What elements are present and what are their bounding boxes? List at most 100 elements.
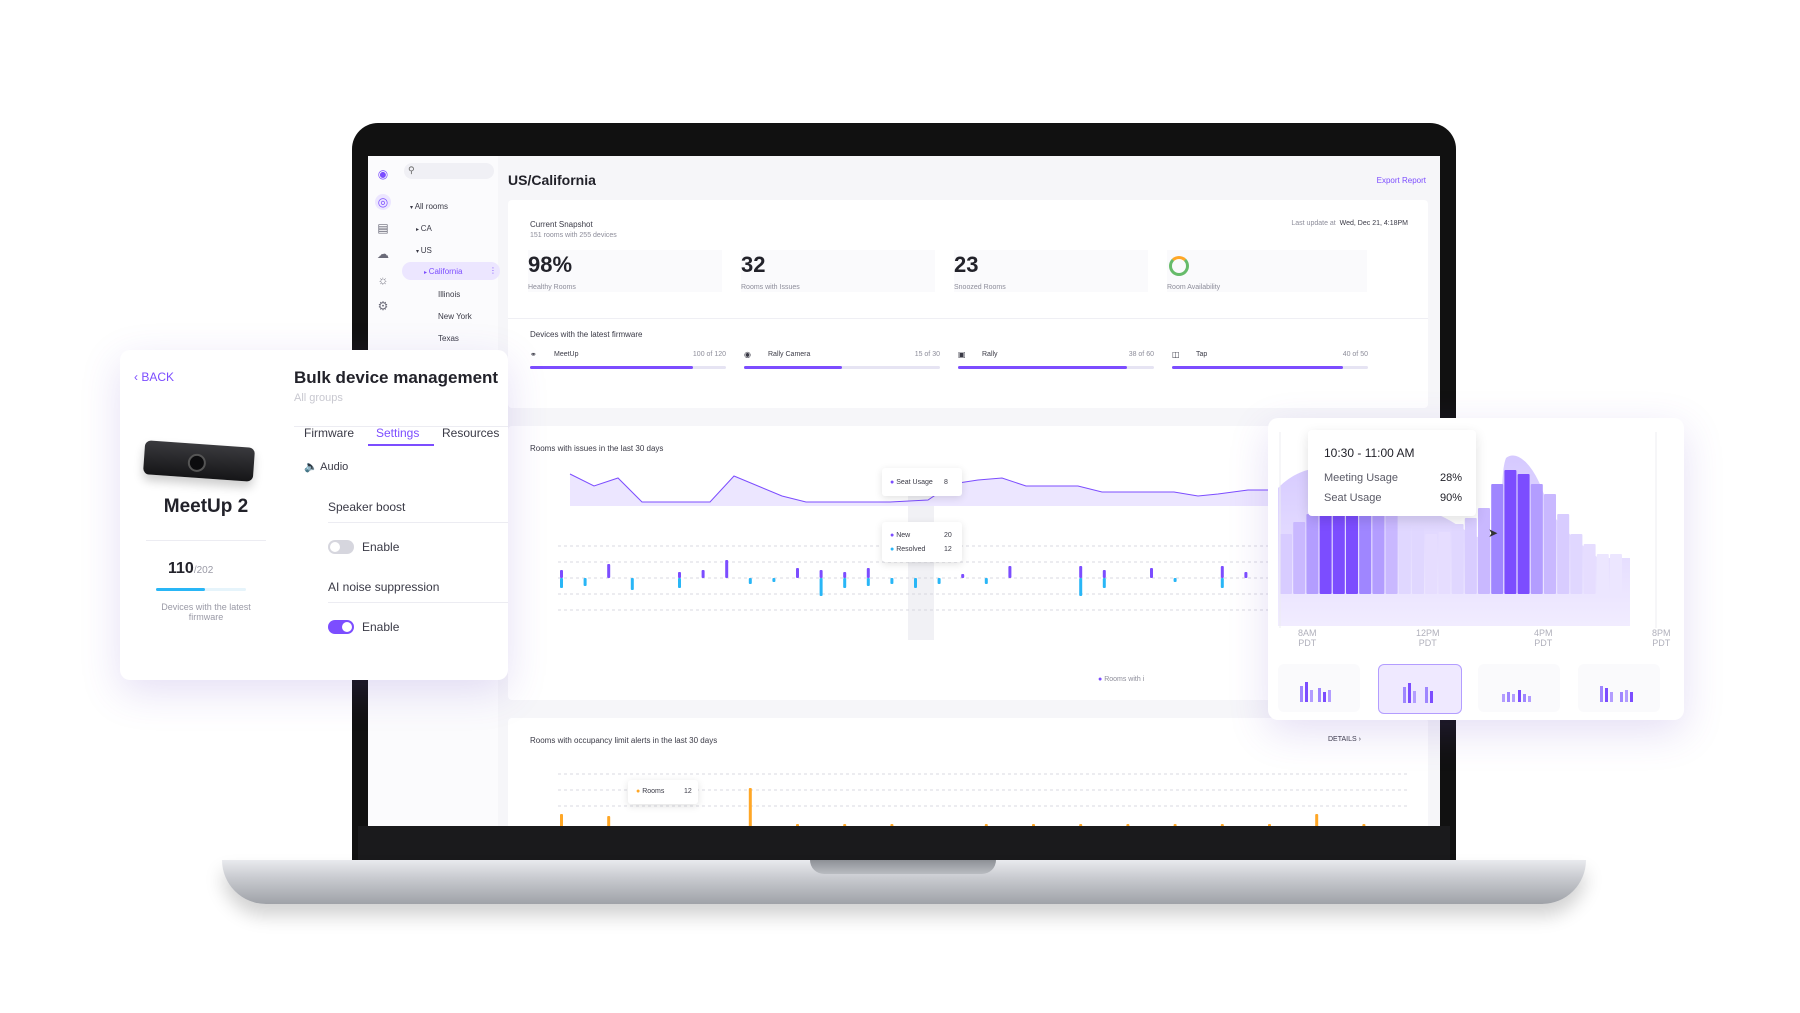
tree-item-california[interactable]: ▸ California [424,267,463,276]
usage-bar [1451,524,1464,594]
search-input[interactable]: ⚲ [404,163,494,179]
speaker-boost-toggle-label: Enable [362,540,400,554]
mini-chart-4[interactable] [1578,664,1660,712]
tab-firmware[interactable]: Firmware [304,426,354,440]
resolved-issues-bar [630,578,634,590]
occupancy-bar [748,788,752,826]
tab-resources[interactable]: Resources [442,426,500,440]
usage-tooltip: 10:30 - 11:00 AM Meeting Usage 28% Seat … [1308,430,1476,516]
firmware-rally-camera[interactable]: ◉ Rally Camera 15 of 30 [744,350,940,372]
usage-bar [1332,508,1345,594]
kpi-availability[interactable]: Room Availability [1167,250,1367,292]
usage-bar [1491,484,1504,594]
count-caption: Devices with the latest firmware [161,602,251,622]
occupancy-bar [607,816,611,826]
tree-item-ca[interactable]: ▸ CA [416,224,432,233]
resolved-issues-bar [914,578,917,588]
cloud-icon[interactable]: ☁ [377,247,389,261]
noise-suppression-toggle[interactable] [328,620,354,634]
availability-ring-icon [1169,256,1189,276]
usage-bar [1464,518,1477,594]
last-update: Last update at Wed, Dec 21, 4:18PM [1291,220,1408,227]
kpi-snoozed[interactable]: 23 Snoozed Rooms [954,250,1148,292]
new-issues-bar [560,570,563,578]
tooltip-row-value: 90% [1440,492,1463,504]
tree-item-new-york[interactable]: New York [438,312,472,321]
kpi-label: Snoozed Rooms [954,284,1006,291]
new-issues-bar [701,570,705,578]
rooms-tooltip: ● Rooms 12 [628,780,698,804]
new-issues-bar [1220,566,1224,578]
tab-settings[interactable]: Settings [376,426,420,440]
axis-label-4pm: 4PM PDT [1534,628,1553,648]
new-issues-bar [1008,566,1012,578]
new-issues-bar [678,572,681,578]
usage-bar [1293,522,1306,594]
new-issues-bar [1244,572,1248,578]
tree-item-texas[interactable]: Texas [438,334,459,343]
search-icon: ⚲ [408,165,415,175]
setting-speaker-boost: Speaker boost [328,500,406,514]
resolved-issues-bar [583,578,587,586]
mini-chart-3[interactable] [1478,664,1560,712]
tree-item-us[interactable]: ▾ US [416,246,432,255]
device-name: MeetUp [554,351,579,358]
divider [328,522,508,523]
tree-item-all-rooms[interactable]: ▾ All rooms [410,202,449,211]
device-name: Rally [982,351,998,358]
usage-bar [1544,494,1556,594]
mini-bars [1600,686,1633,702]
firmware-rally[interactable]: ▣ Rally 38 of 60 [958,350,1154,372]
usage-bar [1385,508,1398,594]
occupancy-bar [1079,824,1083,826]
details-link[interactable]: DETAILS › [1328,736,1361,743]
device-count: 100 of 120 [692,351,726,358]
setting-noise-suppression: AI noise suppression [328,580,440,594]
usage-bar [1425,534,1438,594]
occupancy-bar [1032,824,1035,826]
back-button[interactable]: ‹ BACK [134,370,175,384]
tooltip-time: 10:30 - 11:00 AM [1324,446,1415,460]
audio-section: 🔈 Audio [304,461,349,473]
occupancy-bar [1362,824,1366,826]
logo-icon: ◉ [377,167,389,181]
occupancy-bar [890,824,894,826]
occupancy-bar [1268,824,1271,826]
firmware-tap[interactable]: ◫ Tap 40 of 50 [1172,350,1368,372]
page-title: US/California [508,172,596,188]
mini-chart-1[interactable] [1278,664,1360,712]
kpi-healthy[interactable]: 98% Healthy Rooms [528,250,722,292]
mini-chart-2-selected[interactable] [1378,664,1462,714]
usage-bar [1530,484,1543,594]
firmware-meetup[interactable]: ⚭ MeetUp 100 of 120 [530,350,726,372]
divider [328,602,508,603]
new-resolved-tooltip: ● New 20 ● Resolved 12 [882,522,962,562]
resolved-issues-bar [890,578,894,584]
new-issues-bar [961,574,965,578]
tabs-divider [294,426,508,427]
resolved-issues-bar [1079,578,1083,596]
camera-icon: ◉ [744,350,751,359]
firmware-bar [958,366,1154,369]
occupancy-bar [1220,824,1224,826]
export-report-link[interactable]: Export Report [1376,176,1426,185]
usage-bar [1517,474,1530,594]
book-icon[interactable]: ▤ [377,221,389,235]
resolved-issues-bar [678,578,681,588]
lightbulb-icon[interactable]: ☼ [377,273,389,287]
speaker-boost-toggle[interactable] [328,540,354,554]
axis-label-8am: 8AM PDT [1298,628,1317,648]
kpi-issues[interactable]: 32 Rooms with Issues [741,250,935,292]
usage-bar [1319,508,1332,594]
kpi-label: Rooms with Issues [741,284,800,291]
tree-item-illinois[interactable]: Illinois [438,290,461,299]
resolved-issues-bar [1220,578,1224,588]
snapshot-card: Current Snapshot 151 rooms with 255 devi… [508,200,1428,408]
meetup-device-image [142,440,256,482]
dashboard-icon[interactable]: ◎ [375,194,391,210]
gear-icon[interactable]: ⚙ [377,299,389,313]
mini-bars [1502,690,1531,702]
kpi-value: 32 [741,252,766,277]
kebab-menu-icon[interactable]: ⋮ [489,266,497,275]
resolved-issues-bar [937,578,941,584]
